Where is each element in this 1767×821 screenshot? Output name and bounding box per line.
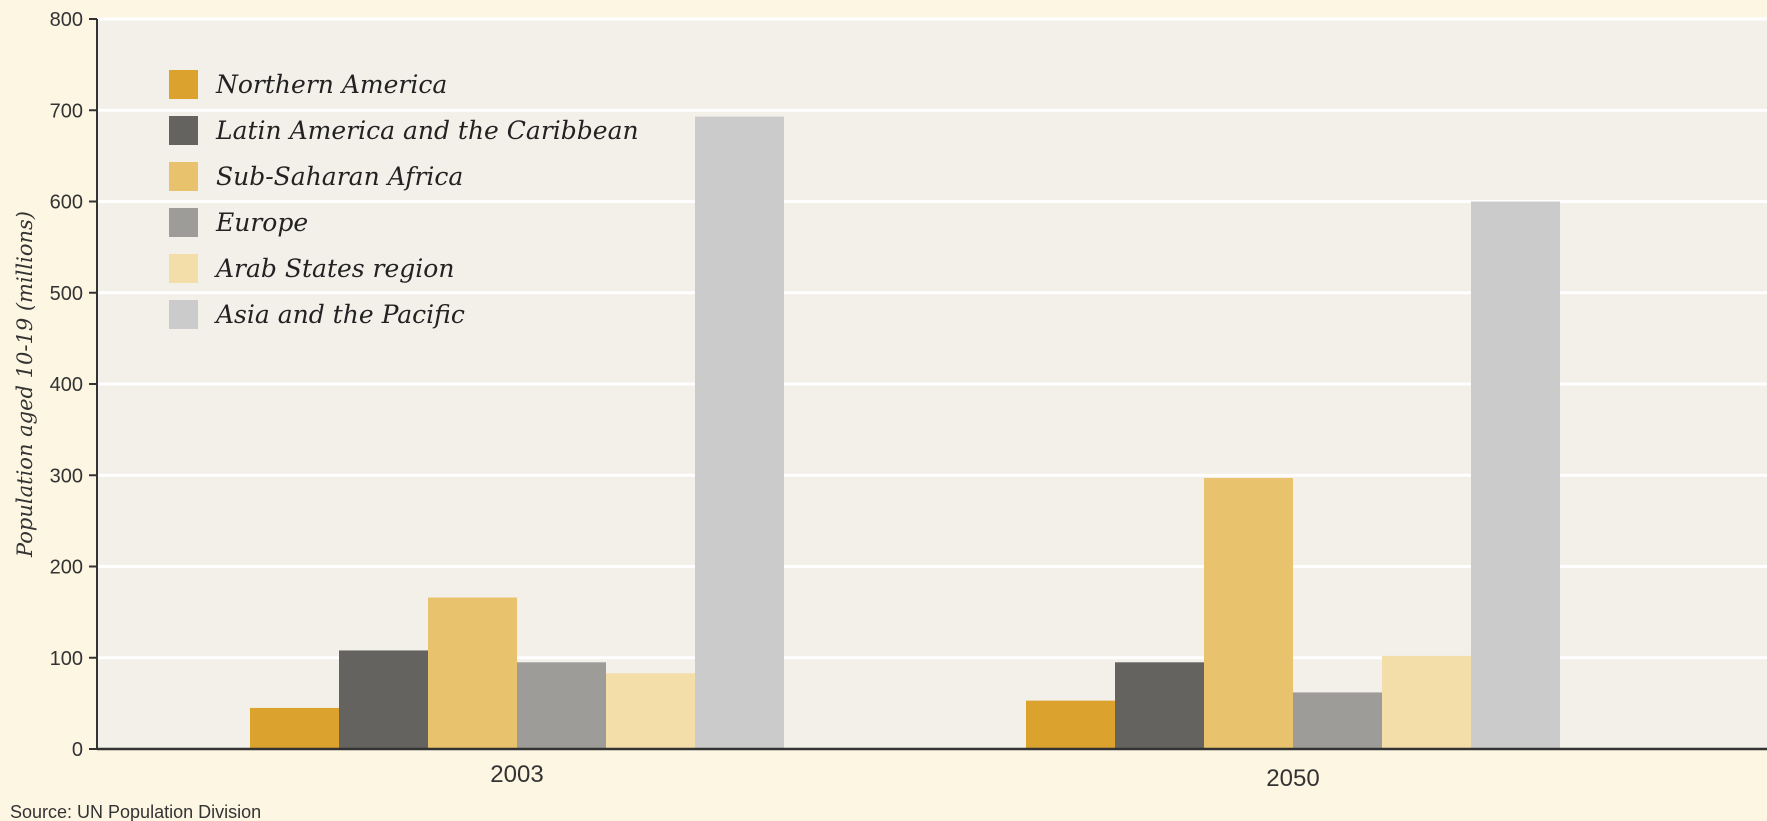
- bar-europe-2003: [517, 662, 606, 749]
- legend-label: Sub-Saharan Africa: [216, 162, 463, 191]
- y-tick-label: 300: [50, 465, 83, 487]
- bar-europe-2050: [1293, 692, 1382, 749]
- legend-label: Europe: [215, 208, 308, 237]
- legend-swatch: [169, 300, 198, 329]
- y-axis-label: Population aged 10-19 (millions): [13, 211, 37, 558]
- legend-label: Northern America: [215, 70, 447, 99]
- bar-latin-america-and-the-caribbean-2050: [1115, 662, 1204, 749]
- legend-swatch: [169, 116, 198, 145]
- bar-asia-and-the-pacific-2003: [695, 116, 784, 749]
- bar-sub-saharan-africa-2050: [1204, 477, 1293, 749]
- y-tick-label: 700: [50, 100, 83, 122]
- bars: [250, 116, 1560, 749]
- bar-asia-and-the-pacific-2050: [1471, 201, 1560, 749]
- y-tick-label: 400: [50, 374, 83, 396]
- y-tick-label: 600: [50, 192, 83, 214]
- legend-swatch: [169, 254, 198, 283]
- y-tick-label: 500: [50, 283, 83, 305]
- bar-sub-saharan-africa-2003: [428, 597, 517, 749]
- x-tick-label: 2003: [490, 761, 543, 788]
- legend-swatch: [169, 162, 198, 191]
- bar-northern-america-2050: [1026, 700, 1115, 749]
- legend-label: Arab States region: [214, 254, 454, 283]
- source-note: Source: UN Population Division: [10, 802, 261, 821]
- legend: Northern America Latin America and the Ca…: [169, 70, 639, 329]
- x-axis-ticks: 2003 2050: [490, 761, 1319, 792]
- x-tick-label: 2050: [1266, 765, 1319, 792]
- bar-arab-states-region-2003: [606, 673, 695, 749]
- legend-label: Asia and the Pacific: [214, 300, 465, 329]
- y-tick-label: 800: [50, 9, 83, 31]
- y-tick-label: 0: [72, 739, 83, 761]
- y-tick-label: 100: [50, 648, 83, 670]
- y-tick-label: 200: [50, 557, 83, 579]
- legend-label: Latin America and the Caribbean: [215, 116, 639, 145]
- legend-swatch: [169, 208, 198, 237]
- bar-latin-america-and-the-caribbean-2003: [339, 650, 428, 749]
- bar-arab-states-region-2050: [1382, 655, 1471, 749]
- legend-swatch: [169, 70, 198, 99]
- bar-northern-america-2003: [250, 707, 339, 749]
- y-axis-ticks: 0 100 200 300 400 500 600 700 800: [50, 9, 97, 761]
